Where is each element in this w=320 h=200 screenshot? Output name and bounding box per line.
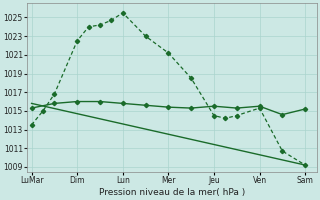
X-axis label: Pression niveau de la mer( hPa ): Pression niveau de la mer( hPa ) bbox=[99, 188, 245, 197]
